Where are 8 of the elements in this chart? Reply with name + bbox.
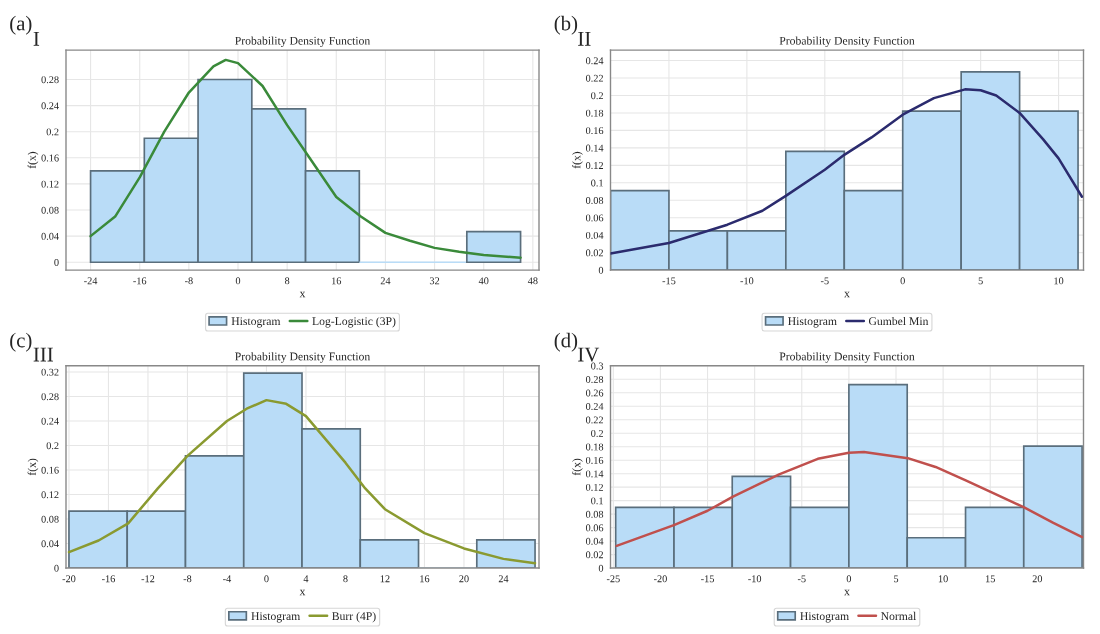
text: IV bbox=[578, 347, 600, 362]
text: (b) bbox=[554, 15, 578, 35]
text: III bbox=[33, 347, 53, 362]
text: (d) bbox=[554, 332, 578, 352]
text: II bbox=[578, 32, 591, 46]
text: (a) bbox=[10, 15, 32, 35]
text: I bbox=[33, 32, 40, 46]
text: (c) bbox=[10, 332, 32, 352]
